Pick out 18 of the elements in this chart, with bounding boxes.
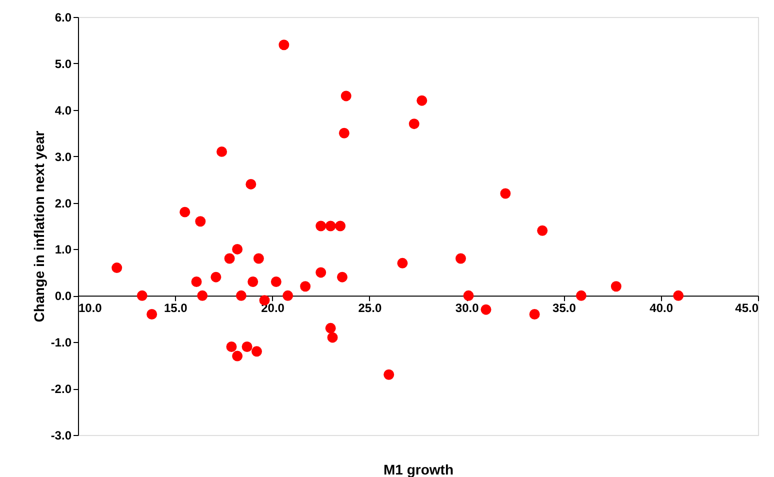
- y-tick-label: -3.0: [50, 428, 72, 442]
- y-tick-label: -2.0: [50, 382, 72, 396]
- y-tick-label: 6.0: [54, 10, 72, 24]
- y-tick-label: 3.0: [54, 150, 72, 164]
- y-tick-label: 5.0: [54, 56, 72, 71]
- x-tick-label: 40.0: [650, 301, 674, 316]
- y-tick-label: 0.0: [54, 289, 72, 304]
- y-tick-label: 2.0: [54, 196, 72, 210]
- y-tick-label: 4.0: [54, 103, 72, 118]
- y-axis-title: Change in inflation next year: [30, 130, 47, 322]
- x-tick-label: 45.0: [735, 301, 759, 316]
- x-tick-label: 25.0: [358, 301, 382, 316]
- x-tick-label: 30.0: [455, 301, 480, 316]
- x-tick-label: 35.0: [552, 301, 576, 316]
- y-tick-label: 1.0: [54, 242, 72, 257]
- x-tick-label: 10.0: [78, 301, 102, 316]
- y-tick-label: -1.0: [50, 336, 72, 350]
- x-tick-label: 15.0: [164, 301, 188, 316]
